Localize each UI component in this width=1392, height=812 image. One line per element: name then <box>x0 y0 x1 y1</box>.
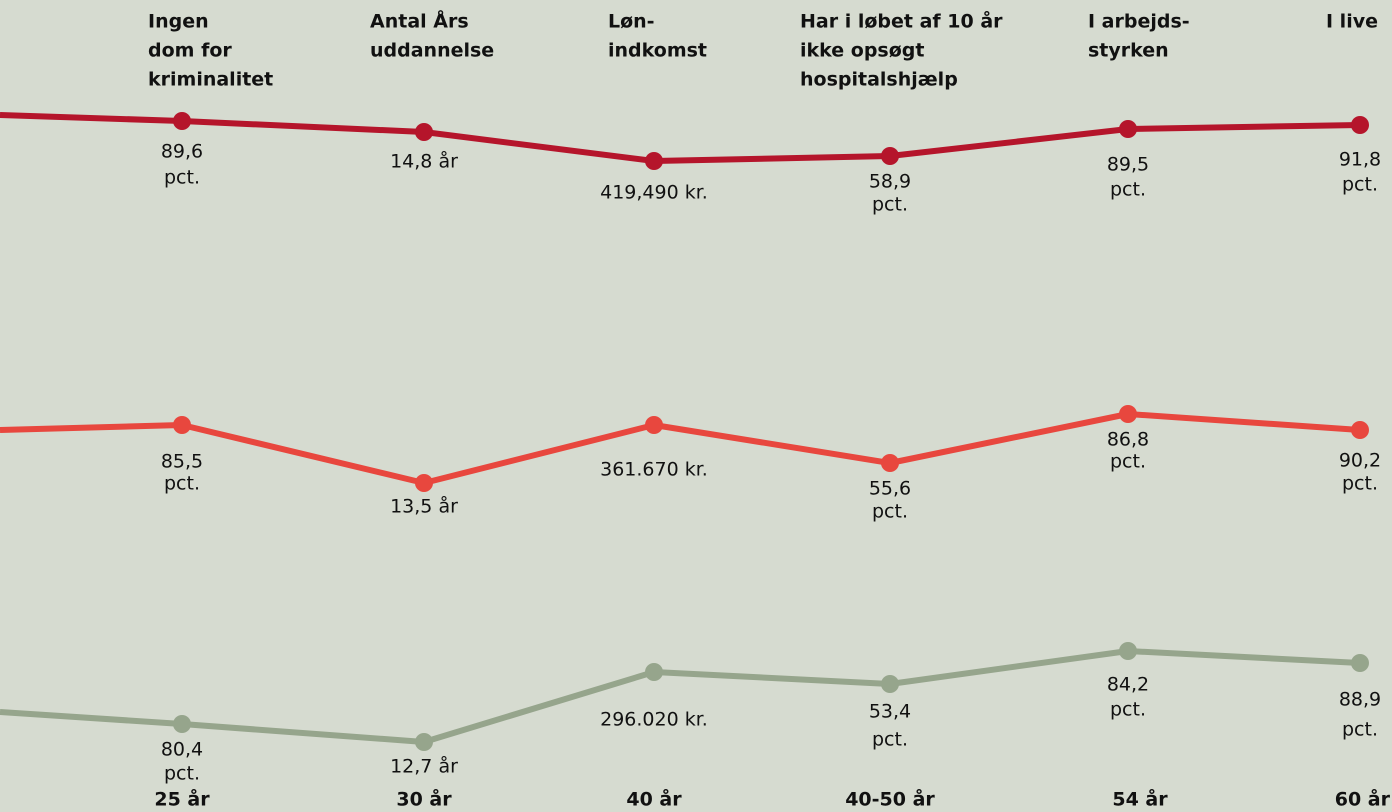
column-header: kriminalitet <box>148 69 273 91</box>
value-label: pct. <box>1342 473 1378 495</box>
age-label: 40-50 år <box>845 787 935 811</box>
value-label: pct. <box>872 194 908 216</box>
column-header: ikke opsøgt <box>800 40 924 62</box>
age-label: 30 år <box>396 787 452 811</box>
value-label: 53,4 <box>869 701 911 723</box>
point <box>1351 654 1369 672</box>
value-label: 58,9 <box>869 171 911 193</box>
value-label: 91,8 <box>1339 149 1381 171</box>
value-label: pct. <box>164 763 200 785</box>
column-header: dom for <box>148 40 232 62</box>
value-label: 296.020 kr. <box>600 709 708 731</box>
point <box>415 123 433 141</box>
point <box>1119 120 1137 138</box>
value-label: 13,5 år <box>390 495 458 518</box>
column-header: styrken <box>1088 40 1169 62</box>
point <box>1119 405 1137 423</box>
value-label: 89,5 <box>1107 154 1149 176</box>
column-header: uddannelse <box>370 40 494 62</box>
value-label: pct. <box>872 501 908 523</box>
point <box>645 152 663 170</box>
age-label: 25 år <box>154 787 210 811</box>
value-label: 90,2 <box>1339 450 1381 472</box>
value-label: pct. <box>164 473 200 495</box>
column-header: indkomst <box>608 40 707 62</box>
point <box>415 474 433 492</box>
value-label: pct. <box>1110 699 1146 721</box>
value-label: pct. <box>1110 451 1146 473</box>
value-label: 88,9 <box>1339 689 1381 711</box>
value-label: pct. <box>1342 174 1378 196</box>
point <box>881 454 899 472</box>
point <box>1351 421 1369 439</box>
age-label: 40 år <box>626 787 682 811</box>
column-header: I live <box>1326 11 1378 33</box>
value-label: 419,490 kr. <box>600 182 708 204</box>
point <box>1119 642 1137 660</box>
value-label: 85,5 <box>161 451 203 473</box>
value-label: pct. <box>872 729 908 751</box>
point <box>881 675 899 693</box>
line <box>0 112 1361 164</box>
point <box>415 733 433 751</box>
column-header: Antal Års <box>370 9 469 33</box>
value-label: 361.670 kr. <box>600 459 708 481</box>
point <box>881 147 899 165</box>
column-header: Ingen <box>148 11 209 33</box>
value-label: pct. <box>1110 179 1146 201</box>
value-label: 84,2 <box>1107 674 1149 696</box>
value-label: 86,8 <box>1107 429 1149 451</box>
value-label: pct. <box>1342 719 1378 741</box>
point <box>645 663 663 681</box>
column-header: Løn- <box>608 11 655 33</box>
column-header: hospitalshjælp <box>800 69 958 91</box>
point <box>173 112 191 130</box>
value-label: 55,6 <box>869 478 911 500</box>
value-label: 12,7 år <box>390 755 458 778</box>
point <box>645 416 663 434</box>
value-label: 14,8 år <box>390 150 458 173</box>
value-label: 80,4 <box>161 739 203 761</box>
column-header: I arbejds- <box>1088 11 1190 33</box>
point <box>1351 116 1369 134</box>
point <box>173 416 191 434</box>
value-label: pct. <box>164 167 200 189</box>
value-label: 89,6 <box>161 141 203 163</box>
age-label: 54 år <box>1112 787 1168 811</box>
age-label: 60 år <box>1335 787 1391 811</box>
column-header: Har i løbet af 10 år <box>800 9 1003 33</box>
point <box>173 715 191 733</box>
